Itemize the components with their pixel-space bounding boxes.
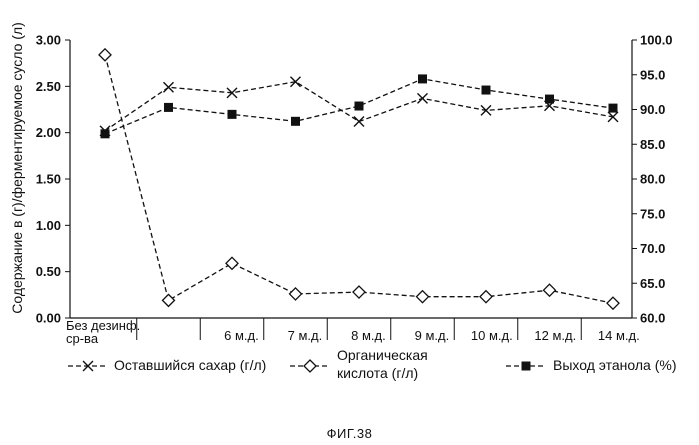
data-point-ethanol — [609, 104, 618, 113]
data-point-acid — [163, 294, 175, 306]
data-point-ethanol — [482, 86, 491, 95]
y-tick-label-right: 85.0 — [640, 137, 665, 152]
y-tick-label-right: 65.0 — [640, 276, 665, 291]
legend-label-acid: кислота (г/л) — [337, 365, 418, 381]
series-line-acid — [105, 55, 613, 303]
legend-label-ethanol: Выход этанола (%) — [553, 357, 676, 373]
legend-marker-ethanol — [522, 362, 531, 371]
data-point-acid — [226, 257, 238, 269]
legend-label-sugar: Оставшийся сахар (г/л) — [114, 357, 266, 373]
data-point-ethanol — [291, 117, 300, 126]
data-point-ethanol — [355, 102, 364, 111]
data-point-sugar — [481, 105, 491, 115]
y-axis-title: Содержание в (г)/ферментируемое сусло (л… — [9, 22, 25, 314]
y-tick-label-right: 100.0 — [640, 33, 673, 48]
y-tick-label-right: 95.0 — [640, 67, 665, 82]
x-tick-label: 6 м.д. — [224, 328, 259, 343]
data-point-acid — [353, 286, 365, 298]
data-point-acid — [544, 284, 556, 296]
data-point-acid — [480, 291, 492, 303]
data-point-ethanol — [164, 103, 173, 112]
data-point-ethanol — [545, 95, 554, 104]
x-tick-label: 14 м.д. — [598, 328, 640, 343]
data-point-sugar — [354, 117, 364, 127]
legend-label-acid: Органическая — [337, 347, 428, 363]
y-tick-label-left: 3.00 — [36, 33, 61, 48]
x-tick-label: 7 м.д. — [288, 328, 323, 343]
y-tick-label-left: 1.00 — [36, 218, 61, 233]
x-tick-label: 9 м.д. — [415, 328, 450, 343]
data-point-sugar — [418, 93, 428, 103]
figure-caption: ФИГ.38 — [0, 426, 699, 441]
x-tick-label: ср-ва — [66, 331, 99, 346]
y-tick-label-left: 0.50 — [36, 264, 61, 279]
x-tick-label: 10 м.д. — [471, 328, 513, 343]
x-tick-label: 12 м.д. — [534, 328, 576, 343]
y-tick-label-right: 70.0 — [640, 241, 665, 256]
data-point-ethanol — [101, 129, 110, 138]
y-tick-label-right: 80.0 — [640, 172, 665, 187]
y-tick-label-left: 0.00 — [36, 311, 61, 326]
data-point-acid — [607, 297, 619, 309]
data-point-acid — [290, 288, 302, 300]
x-tick-label: 8 м.д. — [351, 328, 386, 343]
y-tick-label-right: 60.0 — [640, 311, 665, 326]
y-tick-label-right: 75.0 — [640, 206, 665, 221]
y-tick-label-left: 1.50 — [36, 172, 61, 187]
data-point-ethanol — [418, 74, 427, 83]
y-tick-label-right: 90.0 — [640, 102, 665, 117]
data-point-ethanol — [228, 110, 237, 119]
y-tick-label-left: 2.50 — [36, 79, 61, 94]
data-point-acid — [417, 291, 429, 303]
y-tick-label-left: 2.00 — [36, 125, 61, 140]
data-point-acid — [99, 49, 111, 61]
legend-marker-acid — [304, 360, 316, 372]
